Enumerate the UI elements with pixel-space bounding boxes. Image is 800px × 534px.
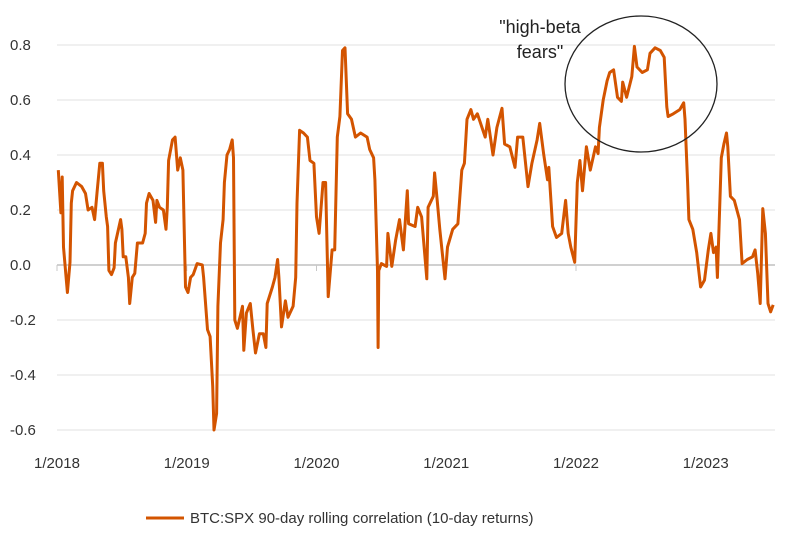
y-tick-label: 0.6 [10, 92, 31, 109]
y-axis-ticks: 0.8 0.6 0.4 0.2 0.0 -0.2 -0.4 -0.6 [10, 37, 36, 439]
y-tick-label: -0.4 [10, 367, 36, 384]
y-tick-label: -0.6 [10, 422, 36, 439]
x-tick-label: 1/2021 [423, 455, 469, 472]
x-tick-label: 1/2022 [553, 455, 599, 472]
y-tick-label: 0.2 [10, 202, 31, 219]
x-axis-ticks: 1/2018 1/2019 1/2020 1/2021 1/2022 1/2023 [34, 265, 729, 472]
series-line-btc-spx [56, 44, 775, 432]
y-tick-label: 0.0 [10, 257, 31, 274]
legend: BTC:SPX 90-day rolling correlation (10-d… [146, 510, 533, 527]
x-tick-label: 1/2018 [34, 455, 80, 472]
annotation-line1: "high-beta [499, 17, 581, 37]
x-tick-label: 1/2019 [164, 455, 210, 472]
annotation-circle [564, 15, 718, 153]
y-tick-label: -0.2 [10, 312, 36, 329]
x-tick-label: 1/2023 [683, 455, 729, 472]
legend-label: BTC:SPX 90-day rolling correlation (10-d… [190, 510, 533, 527]
y-tick-label: 0.8 [10, 37, 31, 54]
x-tick-label: 1/2020 [294, 455, 340, 472]
y-tick-label: 0.4 [10, 147, 31, 164]
annotation-line2: fears" [517, 42, 563, 62]
